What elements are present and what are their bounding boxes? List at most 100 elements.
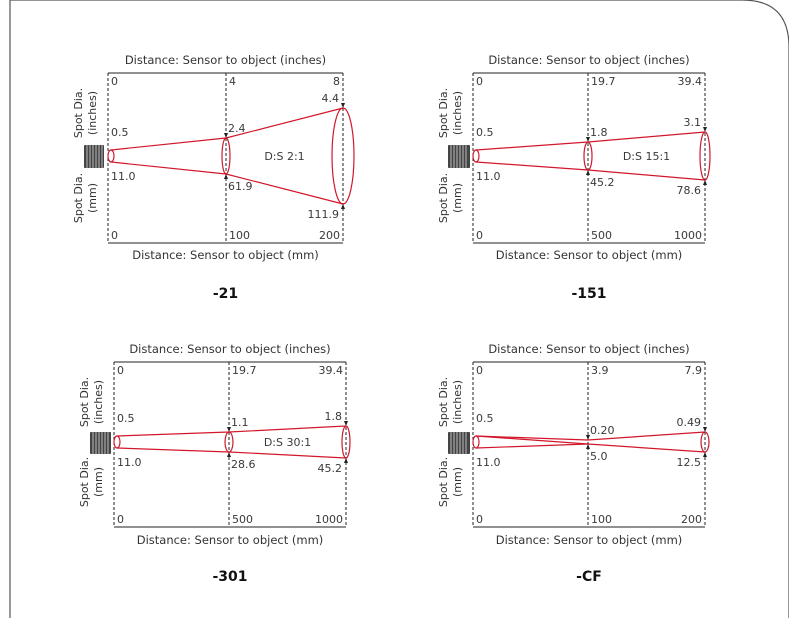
beam-edge-upper <box>587 131 706 143</box>
mm-distance-tick: 0 <box>111 229 118 242</box>
inch-distance-tick: 39.4 <box>678 75 703 88</box>
mm-distance-tick: 200 <box>319 229 340 242</box>
mm-distance-tick: 1000 <box>315 513 343 526</box>
page-border <box>9 0 789 618</box>
spot-mm-value: 5.0 <box>590 450 608 463</box>
beam-edge-upper <box>475 435 589 441</box>
beam-edge-lower <box>110 161 227 175</box>
spot-edge-arrow <box>586 444 590 449</box>
bottom-axis-title: Distance: Sensor to object (mm) <box>496 248 683 262</box>
spot-diagram-21: Distance: Sensor to object (inches) Dista… <box>72 53 355 302</box>
spot-inches-value: 0.5 <box>117 412 135 425</box>
spot-mm-value: 12.5 <box>677 456 702 469</box>
spot-ellipse <box>113 435 121 449</box>
spot-inches-value: 1.8 <box>325 410 343 423</box>
mm-distance-tick: 0 <box>476 513 483 526</box>
spot-inches-value: 0.5 <box>476 126 494 139</box>
inch-distance-tick: 7.9 <box>685 364 703 377</box>
spot-mm-value: 78.6 <box>677 184 702 197</box>
mm-distance-tick: 0 <box>117 513 124 526</box>
beam-edge-lower <box>587 443 706 453</box>
inch-distance-tick: 4 <box>229 75 236 88</box>
inch-distance-tick: 39.4 <box>319 364 344 377</box>
spot-edge-arrow <box>703 180 707 185</box>
model-caption: -CF <box>576 569 602 585</box>
spot-inches-value: 0.5 <box>111 126 129 139</box>
sensor-icon <box>90 432 111 454</box>
mm-distance-tick: 1000 <box>674 229 702 242</box>
spot-dia-mm-label: Spot Dia. <box>437 457 450 507</box>
spot-dia-mm-label: Spot Dia. <box>437 173 450 223</box>
bottom-axis-title: Distance: Sensor to object (mm) <box>132 248 319 262</box>
spot-dia-inches-label: (inches) <box>92 380 105 424</box>
spot-edge-arrow <box>703 452 707 457</box>
spot-inches-value: 1.8 <box>590 126 608 139</box>
spot-ellipse <box>472 435 480 449</box>
spot-inches-value: 1.1 <box>231 416 249 429</box>
beam-edge-upper <box>587 431 706 441</box>
spot-ellipse <box>107 149 115 163</box>
spot-dia-inches-label: Spot Dia. <box>78 377 91 427</box>
spot-edge-arrow <box>341 103 345 108</box>
mm-distance-tick: 500 <box>232 513 253 526</box>
spot-edge-arrow <box>224 133 228 138</box>
spot-dia-mm-label: Spot Dia. <box>78 457 91 507</box>
top-axis-title: Distance: Sensor to object (inches) <box>125 53 326 67</box>
beam-edge-upper <box>475 141 589 151</box>
spot-dia-inches-label: Spot Dia. <box>72 88 85 138</box>
spot-edge-arrow <box>227 452 231 457</box>
spot-inches-value: 3.1 <box>684 116 702 129</box>
spot-inches-value: 0.20 <box>590 424 615 437</box>
mm-distance-tick: 200 <box>681 513 702 526</box>
spot-dia-inches-label: (inches) <box>451 380 464 424</box>
sensor-body <box>90 432 111 454</box>
bottom-axis-title: Distance: Sensor to object (mm) <box>137 533 324 547</box>
beam-edge-lower <box>475 443 589 449</box>
mm-distance-tick: 500 <box>591 229 612 242</box>
spot-edge-arrow <box>586 170 590 175</box>
spot-mm-value: 45.2 <box>318 462 343 475</box>
bottom-axis-title: Distance: Sensor to object (mm) <box>496 533 683 547</box>
spot-dia-mm-label: (mm) <box>451 183 464 213</box>
spot-edge-arrow <box>227 427 231 432</box>
spot-edge-arrow <box>344 421 348 426</box>
inch-distance-tick: 8 <box>333 75 340 88</box>
spot-mm-value: 11.0 <box>111 170 136 183</box>
spot-diagram-301: Distance: Sensor to object (inches) Dista… <box>78 342 351 585</box>
beam-cross-line <box>475 435 589 445</box>
spot-inches-value: 4.4 <box>322 92 340 105</box>
top-axis-title: Distance: Sensor to object (inches) <box>488 342 689 356</box>
spot-diagram-cf: Distance: Sensor to object (inches) Dista… <box>437 342 710 585</box>
spot-dia-mm-label: (mm) <box>86 183 99 213</box>
spot-edge-arrow <box>586 435 590 440</box>
spot-edge-arrow <box>703 127 707 132</box>
spot-inches-value: 2.4 <box>228 122 246 135</box>
beam-edge-upper <box>110 137 227 151</box>
beam-edge-upper <box>225 107 344 139</box>
beam-edge-lower <box>116 447 230 453</box>
spot-inches-value: 0.5 <box>476 412 494 425</box>
spot-edge-arrow <box>586 137 590 142</box>
spot-mm-value: 11.0 <box>476 170 501 183</box>
mm-distance-tick: 100 <box>591 513 612 526</box>
spot-edge-arrow <box>341 204 345 209</box>
spot-mm-value: 11.0 <box>117 456 142 469</box>
spot-mm-value: 45.2 <box>590 176 615 189</box>
spot-dia-inches-label: (inches) <box>451 91 464 135</box>
spot-mm-value: 111.9 <box>308 208 340 221</box>
inch-distance-tick: 19.7 <box>232 364 257 377</box>
spot-dia-inches-label: Spot Dia. <box>437 377 450 427</box>
diagram-grid: Distance: Sensor to object (inches) Dista… <box>72 53 711 585</box>
spot-edge-arrow <box>224 174 228 179</box>
spot-inches-value: 0.49 <box>677 416 702 429</box>
model-caption: -21 <box>213 286 238 302</box>
inch-distance-tick: 0 <box>111 75 118 88</box>
spot-dia-mm-label: (mm) <box>451 467 464 497</box>
inch-distance-tick: 0 <box>476 75 483 88</box>
mm-distance-tick: 0 <box>476 229 483 242</box>
spot-edge-arrow <box>344 458 348 463</box>
inch-distance-tick: 3.9 <box>591 364 609 377</box>
inch-distance-tick: 19.7 <box>591 75 616 88</box>
sensor-icon <box>448 145 470 168</box>
